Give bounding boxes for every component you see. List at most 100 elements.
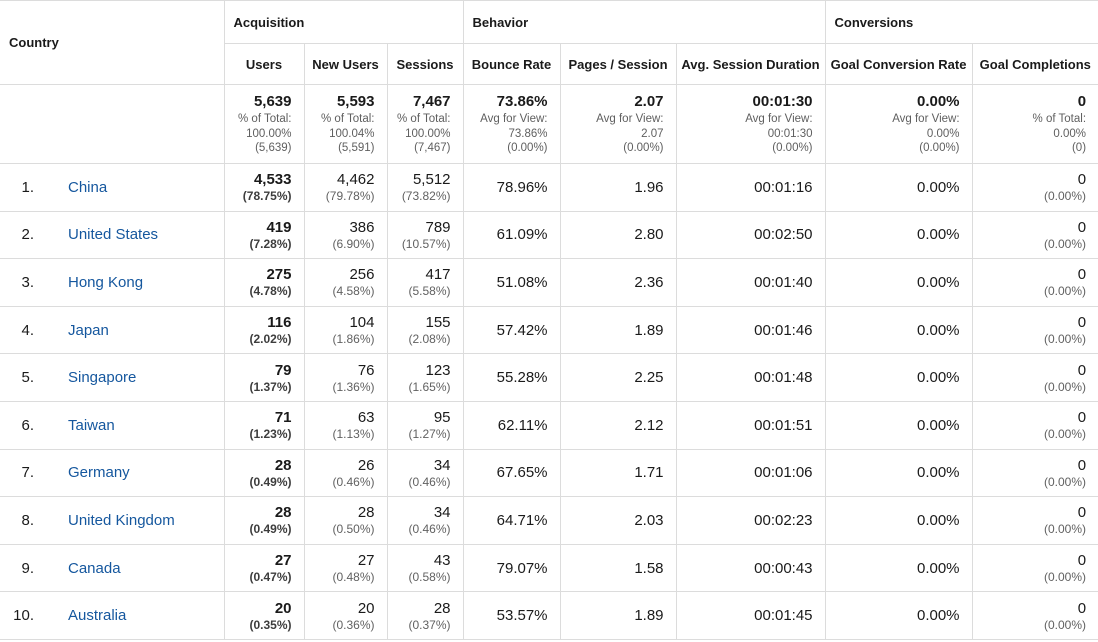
table-row: 4. Japan 116 (2.02%) 104 (1.86%) 155 (2.… [0, 305, 1098, 355]
pages-per-session-value: 2.36 [634, 273, 664, 291]
sessions-value: 95 [433, 409, 451, 427]
country-link[interactable]: China [68, 178, 108, 196]
summary-delta: (0) [1071, 142, 1087, 155]
users-value: 116 [267, 314, 292, 332]
country-link[interactable]: Germany [68, 464, 130, 482]
sessions-cell: 5,512 (73.82%) [386, 163, 464, 212]
users-percent: (4.78%) [249, 284, 292, 299]
avg-session-duration-cell: 00:01:46 [675, 305, 826, 355]
row-rank: 1. [21, 178, 34, 196]
summary-metric-cell: 7,467 % of Total: 100.00% (7,467) [386, 84, 464, 164]
pages-per-session-cell: 1.58 [559, 543, 677, 593]
summary-caption: Avg for View: [745, 113, 813, 126]
users-percent: (1.37%) [249, 379, 292, 394]
avg-session-duration-cell: 00:01:45 [675, 591, 826, 640]
column-header-new-users[interactable]: New Users [303, 43, 388, 85]
pages-per-session-cell: 1.89 [559, 305, 677, 355]
sessions-percent: (10.57%) [401, 236, 451, 251]
pages-per-session-cell: 2.36 [559, 258, 677, 307]
row-rank: 3. [21, 273, 34, 291]
country-link[interactable]: United Kingdom [68, 511, 175, 529]
avg-session-duration-cell: 00:01:06 [675, 448, 826, 498]
bounce-rate-value: 62.11% [497, 416, 548, 434]
users-percent: (0.49%) [249, 474, 292, 489]
pages-per-session-value: 1.58 [634, 559, 664, 577]
users-cell: 28 (0.49%) [223, 496, 305, 545]
country-link[interactable]: Singapore [68, 369, 137, 387]
avg-session-duration-value: 00:01:46 [754, 321, 813, 339]
new-users-percent: (0.50%) [332, 522, 375, 537]
country-link[interactable]: Japan [68, 321, 109, 339]
avg-session-duration-value: 00:02:23 [754, 511, 813, 529]
goal-completions-value: 0 [1077, 314, 1087, 332]
table-row: 2. United States 419 (7.28%) 386 (6.90%)… [0, 210, 1098, 260]
summary-delta: (0.00%) [772, 142, 813, 155]
sessions-percent: (1.65%) [408, 379, 451, 394]
summary-delta: (5,639) [255, 142, 292, 155]
pages-per-session-value: 1.89 [634, 321, 664, 339]
avg-session-duration-cell: 00:00:43 [675, 543, 826, 593]
bounce-rate-value: 78.96% [496, 178, 548, 196]
column-header-sessions[interactable]: Sessions [386, 43, 464, 85]
new-users-cell: 386 (6.90%) [303, 210, 388, 260]
column-header-users[interactable]: Users [224, 43, 305, 85]
pages-per-session-cell: 2.03 [559, 496, 677, 545]
country-link[interactable]: Canada [68, 559, 121, 577]
sessions-cell: 789 (10.57%) [386, 210, 464, 260]
bounce-rate-value: 64.71% [496, 511, 548, 529]
pages-per-session-value: 1.96 [634, 178, 664, 196]
country-link[interactable]: United States [68, 226, 159, 244]
column-header-goal-conversion-rate[interactable]: Goal Conversion Rate [824, 43, 973, 85]
table-row: 1. China 4,533 (78.75%) 4,462 (79.78%) 5… [0, 163, 1098, 212]
column-header-pages-per-session[interactable]: Pages / Session [559, 43, 677, 85]
summary-baseline-value: 2.07 [641, 127, 664, 140]
users-percent: (2.02%) [249, 332, 292, 347]
goal-completions-cell: 0 (0.00%) [971, 210, 1098, 260]
avg-session-duration-value: 00:01:45 [754, 607, 813, 625]
summary-delta: (5,591) [338, 142, 375, 155]
column-header-avg-session-duration[interactable]: Avg. Session Duration [675, 43, 826, 85]
summary-value: 0 [1077, 93, 1087, 111]
users-percent: (78.75%) [242, 189, 292, 204]
goal-completions-value: 0 [1077, 171, 1087, 189]
new-users-value: 104 [349, 314, 375, 332]
avg-session-duration-cell: 00:02:23 [675, 496, 826, 545]
avg-session-duration-value: 00:01:51 [754, 416, 813, 434]
bounce-rate-cell: 79.07% [462, 543, 561, 593]
column-header-goal-completions[interactable]: Goal Completions [971, 43, 1098, 85]
summary-metric-cell: 5,639 % of Total: 100.00% (5,639) [223, 84, 305, 164]
bounce-rate-cell: 53.57% [462, 591, 561, 640]
column-header-bounce-rate[interactable]: Bounce Rate [462, 43, 561, 85]
sessions-percent: (2.08%) [408, 332, 451, 347]
goal-conversion-rate-cell: 0.00% [824, 400, 973, 450]
goal-completions-percent: (0.00%) [1044, 474, 1087, 489]
country-cell: 9. Canada [0, 543, 225, 593]
row-rank: 9. [21, 559, 34, 577]
sessions-percent: (0.46%) [408, 522, 451, 537]
goal-completions-cell: 0 (0.00%) [971, 591, 1098, 640]
row-rank: 7. [21, 464, 34, 482]
table-header: Country Acquisition Behavior Conversions… [0, 0, 1098, 85]
country-link[interactable]: Hong Kong [68, 273, 144, 291]
summary-caption: Avg for View: [892, 113, 960, 126]
table-row: 7. Germany 28 (0.49%) 26 (0.46%) 34 (0.4… [0, 448, 1098, 498]
table-row: 9. Canada 27 (0.47%) 27 (0.48%) 43 (0.58… [0, 543, 1098, 593]
users-value: 419 [266, 218, 292, 236]
group-header-behavior: Behavior [462, 0, 826, 44]
avg-session-duration-value: 00:00:43 [754, 559, 813, 577]
country-cell: 10. Australia [0, 591, 225, 640]
goal-conversion-rate-value: 0.00% [916, 511, 960, 529]
country-cell: 6. Taiwan [0, 400, 225, 450]
bounce-rate-value: 57.42% [496, 321, 548, 339]
goal-completions-value: 0 [1077, 266, 1087, 284]
row-rank: 10. [13, 607, 34, 625]
country-link[interactable]: Taiwan [68, 416, 115, 434]
bounce-rate-cell: 67.65% [462, 448, 561, 498]
goal-completions-percent: (0.00%) [1044, 617, 1087, 632]
country-cell: 1. China [0, 163, 225, 212]
row-rank: 6. [21, 416, 34, 434]
new-users-percent: (0.46%) [332, 474, 375, 489]
column-header-country[interactable]: Country [0, 0, 225, 85]
country-link[interactable]: Australia [68, 607, 127, 625]
users-cell: 27 (0.47%) [223, 543, 305, 593]
